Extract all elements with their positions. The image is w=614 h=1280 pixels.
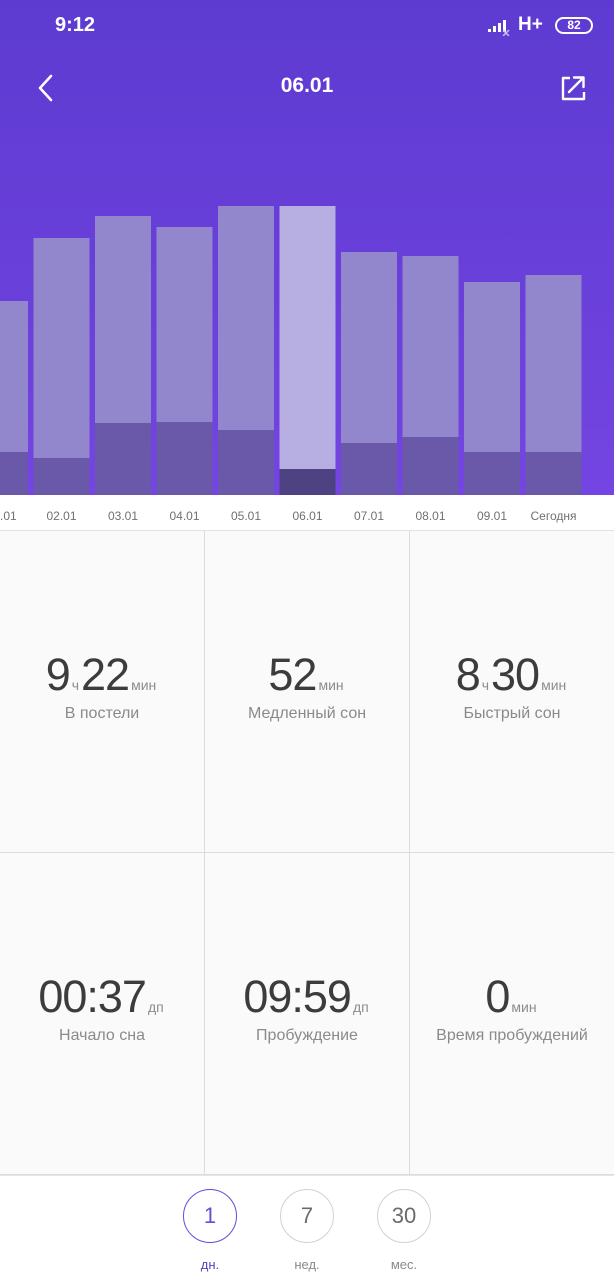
stat-number: 30 (491, 649, 540, 700)
axis-tick-label[interactable]: 02.01 (46, 509, 77, 523)
period-switcher: 1 7 30 дн. нед. мес. (0, 1175, 614, 1280)
stat-value: 8 ч30 мин (410, 649, 614, 701)
stat-number: 9 (45, 649, 71, 700)
stat-wake-up: 09:59 дп Пробуждение (205, 853, 410, 1175)
stat-in-bed: 9 ч22 мин В постели (0, 531, 205, 853)
status-time: 9:12 (55, 14, 96, 36)
stat-unit: ч (71, 677, 80, 693)
stat-number: 22 (81, 649, 130, 700)
battery-level: 82 (555, 17, 593, 34)
share-button[interactable] (555, 70, 591, 106)
chevron-left-icon (38, 74, 53, 102)
period-week-label: нед. (294, 1257, 320, 1272)
share-out-icon (561, 76, 586, 101)
stat-unit: ч (481, 677, 490, 693)
stat-light-sleep: 52 мин Медленный сон (205, 531, 410, 853)
axis-tick-label[interactable]: 07.01 (353, 509, 385, 523)
bar-segment-05.01 (218, 430, 274, 495)
stat-unit: мин (511, 999, 537, 1015)
bar-total-06.01[interactable] (279, 206, 336, 495)
stat-unit: мин (541, 677, 567, 693)
bar-segment-04.01 (156, 422, 213, 495)
stat-number: 09:59 (243, 971, 352, 1022)
period-month-button[interactable]: 30 (377, 1189, 431, 1243)
stat-value: 0 мин (410, 971, 614, 1023)
axis-tick-label[interactable]: 03.01 (107, 509, 139, 523)
stat-label: Пробуждение (256, 1027, 358, 1044)
stat-label: Медленный сон (247, 705, 367, 722)
period-day-button[interactable]: 1 (183, 1189, 237, 1243)
stat-unit: мин (318, 677, 344, 693)
bar-segment-02.01 (33, 458, 90, 495)
bar-segment-Сегодня (525, 452, 582, 495)
bar-segment-03.01 (95, 423, 151, 495)
stat-value: 00:37 дп (0, 971, 204, 1023)
page-title: 06.01 (280, 74, 334, 97)
period-week-button[interactable]: 7 (280, 1189, 334, 1243)
bar-segment-01.01 (0, 452, 28, 495)
period-month-label: мес. (390, 1257, 418, 1272)
bar-segment-06.01 (279, 469, 336, 495)
date-axis: .01 02.01 03.01 04.01 05.01 06.01 07.01 08.01 09… (0, 495, 614, 531)
stat-number: 8 (455, 649, 481, 700)
stat-value: 9 ч22 мин (0, 649, 204, 701)
stat-rem-sleep: 8 ч30 мин Быстрый сон (410, 531, 614, 853)
stat-unit: дп (352, 999, 369, 1015)
axis-tick-label[interactable]: 04.01 (169, 509, 200, 523)
stat-number: 00:37 (38, 971, 147, 1022)
signal-strength-icon (488, 20, 510, 36)
stat-label: Быстрый сон (463, 705, 561, 722)
axis-tick-label[interactable]: .01 (0, 509, 17, 523)
stat-unit: мин (131, 677, 157, 693)
stat-number: 0 (485, 971, 510, 1022)
axis-tick-label[interactable]: 05.01 (230, 509, 262, 523)
stat-label: Время пробуждений (436, 1027, 588, 1044)
stat-awake-time: 0 мин Время пробуждений (410, 853, 614, 1175)
axis-tick-label[interactable]: 08.01 (415, 509, 446, 523)
period-day-label: дн. (200, 1257, 220, 1272)
stat-value: 09:59 дп (205, 971, 409, 1023)
axis-tick-label[interactable]: Сегодня (530, 509, 577, 523)
status-bar: 9:12 H+ 82 (0, 0, 614, 52)
sleep-bar-chart[interactable] (0, 0, 614, 495)
bar-segment-09.01 (464, 452, 520, 495)
bar-total-02.01[interactable] (33, 238, 90, 495)
bar-segment-07.01 (341, 443, 397, 495)
sleep-chart-panel: 9:12 H+ 82 06.01 (0, 0, 614, 495)
stat-label: В постели (64, 705, 140, 722)
stat-unit: дп (147, 999, 164, 1015)
stat-value: 52 мин (205, 649, 409, 701)
back-button[interactable] (30, 70, 64, 106)
axis-tick-label[interactable]: 06.01 (292, 509, 323, 523)
network-type: H+ (518, 14, 543, 35)
stat-label: Начало сна (59, 1027, 145, 1044)
stat-sleep-start: 00:37 дп Начало сна (0, 853, 205, 1175)
stat-number: 52 (268, 649, 317, 700)
axis-tick-label[interactable]: 09.01 (476, 509, 508, 523)
bar-segment-08.01 (402, 437, 459, 495)
